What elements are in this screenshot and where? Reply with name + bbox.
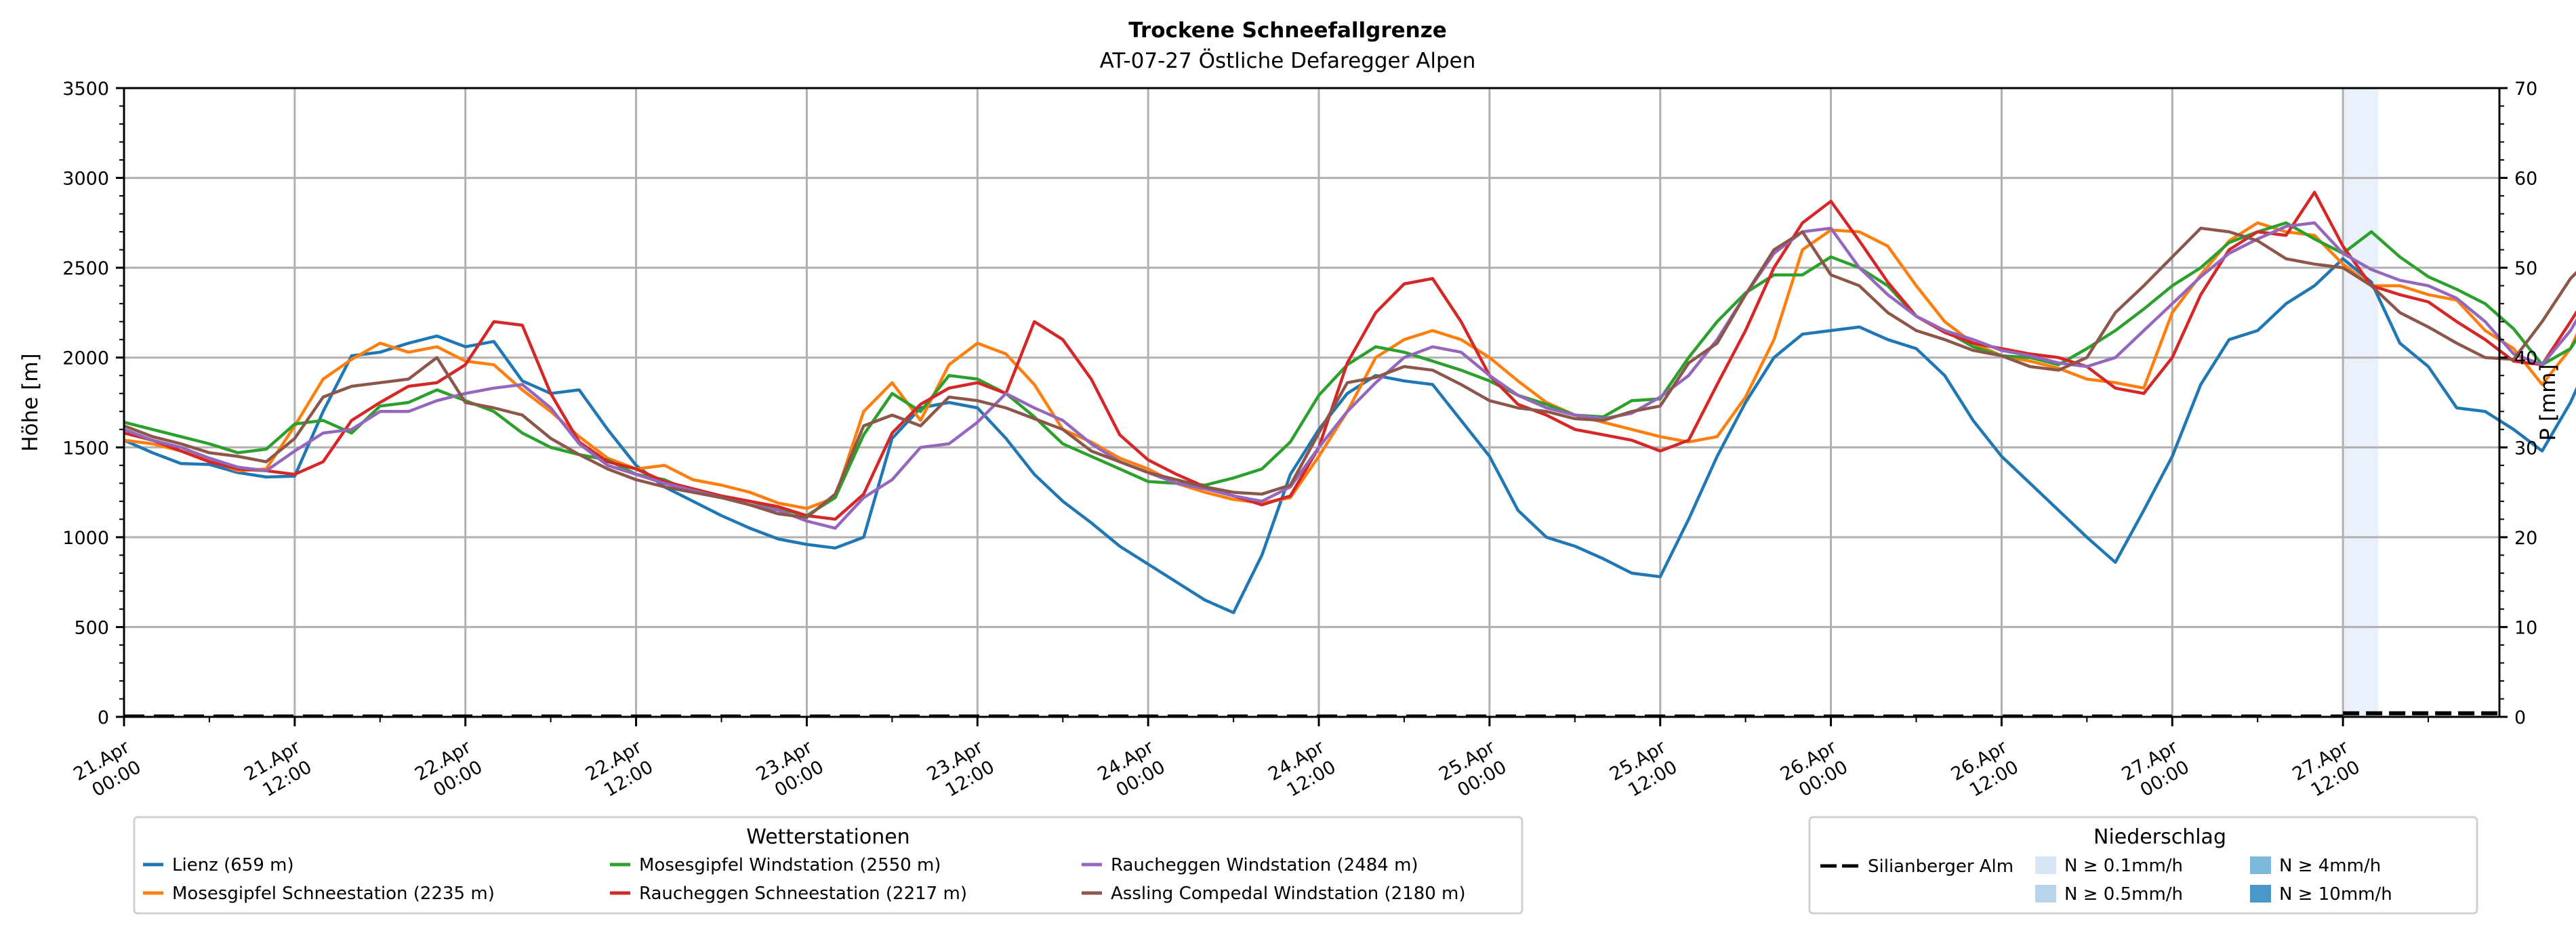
legend-stations-title: Wetterstationen [746, 825, 909, 849]
legend-precip-label-2: N ≥ 4mm/h [2279, 856, 2381, 876]
legend-precip-patch-0 [2035, 856, 2056, 874]
legend-stations-entries: Lienz (659 m) Mosesgipfel Schneestation (… [143, 855, 1466, 904]
series-line-5 [123, 226, 2576, 519]
y-tick-label: 3500 [62, 79, 109, 100]
y2-tick-label: 50 [2514, 258, 2537, 279]
chart-title: Trockene Schneefallgrenze [1128, 18, 1447, 43]
chart-subtitle: AT-07-27 Östliche Defaregger Alpen [1100, 48, 1476, 73]
series-line-4 [123, 221, 2576, 530]
y-tick-label: 3000 [62, 169, 109, 190]
y-tick-label: 1500 [62, 438, 109, 459]
legend-label-2: Mosesgipfel Windstation (2550 m) [639, 855, 941, 875]
legend-stations: Wetterstationen Lienz (659 m) Mosesgipfel… [133, 816, 1524, 915]
legend-label-3: Raucheggen Schneestation (2217 m) [639, 884, 967, 904]
legend-stations-frame [133, 816, 1524, 915]
y2-tick-label: 30 [2514, 438, 2537, 459]
y2-tick-label: 0 [2514, 707, 2526, 728]
plot-frame [123, 87, 2501, 718]
ticks-layer: 0 500 1000 1500 2000 2500 3000 3500 0 10 20 30 40 50 6… [62, 79, 2537, 802]
y2-tick-label: 40 [2514, 348, 2537, 369]
y2-tick-label: 60 [2514, 169, 2537, 190]
legend-precip-label-0: N ≥ 0.1mm/h [2064, 856, 2183, 876]
grid-layer [124, 88, 2499, 717]
y2-tick-label: 70 [2514, 79, 2537, 100]
legend-precip-title: Niederschlag [2093, 825, 2226, 849]
legend-precip-frame [1808, 816, 2478, 915]
precipitation-band-layer [2343, 88, 2379, 717]
legend-label-5: Assling Compedal Windstation (2180 m) [1111, 884, 1466, 904]
y-tick-label: 500 [74, 617, 109, 638]
legend-label-0: Lienz (659 m) [172, 855, 294, 875]
series-line-3 [123, 190, 2576, 521]
series-line-1 [123, 221, 2576, 510]
precip-band [2343, 88, 2379, 717]
y-tick-label: 1000 [62, 528, 109, 549]
series-line-2 [123, 221, 2576, 518]
legend-precip-patch-2 [2250, 856, 2271, 874]
y2-axis-label: P [mm] [2536, 364, 2560, 440]
y-tick-label: 0 [98, 707, 109, 728]
axes-layer [123, 87, 2501, 718]
legend-precip-label-1: N ≥ 0.5mm/h [2064, 884, 2183, 905]
legend-precip: Niederschlag Silianberger Alm N ≥ 0.1mm/… [1808, 816, 2478, 915]
series-layer [123, 190, 2576, 718]
legend-precip-patch-3 [2250, 885, 2271, 903]
y-tick-label: 2500 [62, 258, 109, 279]
y2-tick-label: 20 [2514, 528, 2537, 549]
legend-precip-patch-1 [2035, 885, 2056, 903]
series-line-0 [123, 257, 2576, 615]
legend-precip-label-3: N ≥ 10mm/h [2279, 884, 2392, 905]
legend-label-4: Raucheggen Windstation (2484 m) [1111, 855, 1418, 875]
y-tick-label: 2000 [62, 348, 109, 369]
y-axis-label: Höhe [m] [18, 353, 43, 451]
y2-tick-label: 10 [2514, 617, 2537, 638]
legend-precip-entries: N ≥ 0.1mm/h N ≥ 0.5mm/h N ≥ 4mm/h N ≥ 10mm/… [2035, 856, 2392, 905]
legend-line-entry: Silianberger Alm [1868, 856, 2013, 877]
legend-label-1: Mosesgipfel Schneestation (2235 m) [172, 884, 495, 904]
